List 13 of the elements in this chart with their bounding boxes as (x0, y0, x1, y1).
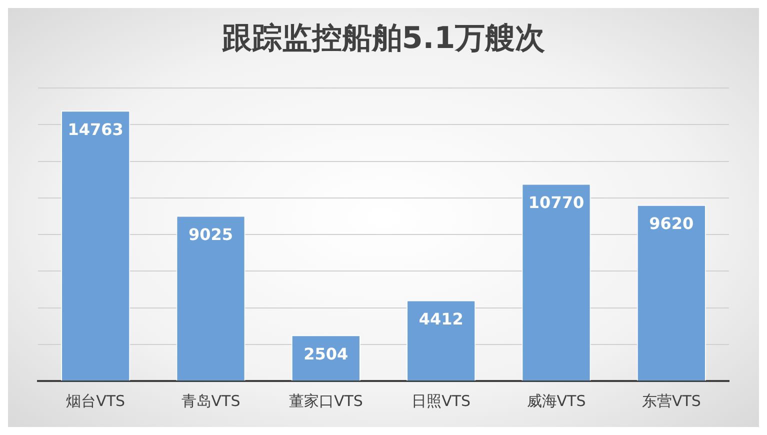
data-label: 2504 (304, 344, 348, 364)
x-tick-label: 青岛VTS (181, 392, 240, 410)
x-tick-label: 日照VTS (412, 392, 471, 410)
data-label: 9025 (188, 224, 234, 244)
x-tick-label: 烟台VTS (66, 392, 126, 410)
data-label: 14763 (68, 120, 124, 139)
x-tick-label: 威海VTS (526, 392, 586, 410)
data-label: 9620 (649, 214, 694, 233)
x-tick-label: 东营VTS (642, 392, 701, 410)
chart-title: 跟踪监控船舶5.1万艘次 (220, 20, 546, 56)
x-tick-label: 董家口VTS (288, 392, 363, 410)
data-label: 4412 (418, 309, 464, 328)
data-label: 10770 (528, 192, 584, 212)
